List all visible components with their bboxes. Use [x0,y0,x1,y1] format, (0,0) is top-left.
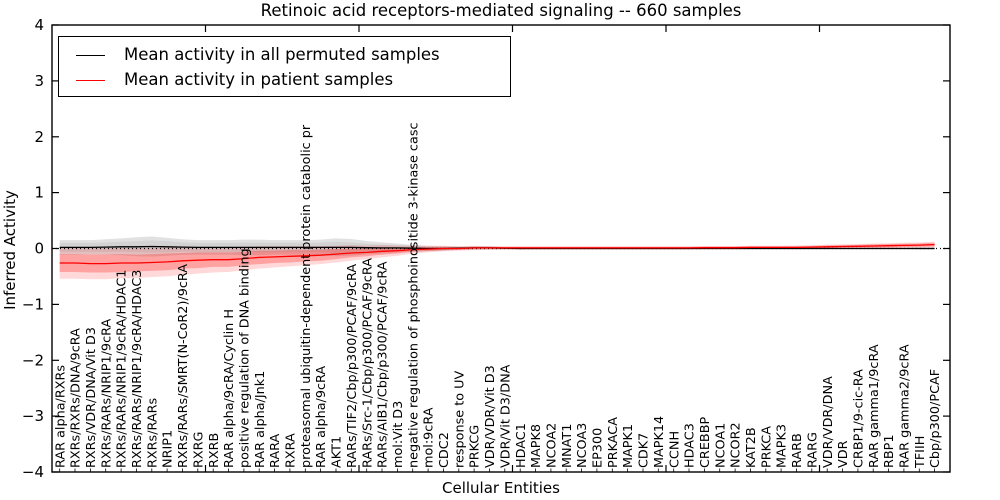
x-tick-label: RAR alpha/Jnk1 [253,371,268,468]
x-tick-label: RXRG [191,432,206,468]
x-tick-label: MAPK1 [621,424,636,468]
x-tick-label: positive regulation of DNA binding [238,248,253,468]
x-tick-label: NRIP1 [161,430,176,468]
legend-item-patient: Mean activity in patient samples [76,68,510,93]
x-tick-label: VDR [836,440,851,468]
x-tick-label: EP300 [591,428,606,468]
y-tick-label: 2 [34,128,44,146]
x-tick-label: RAR gamma2/9cRA [898,344,913,468]
series-patient-line [59,243,935,265]
x-axis-label: Cellular Entities [442,479,560,497]
x-tick-label: RARs/AIB1/Cbp/p300/PCAF/9cRA [376,261,391,468]
x-tick-labels: RAR alpha/RXRs RXRs/RXRs/DNA/9cRA RXRs/VDR… [53,122,943,469]
y-tick-label: −2 [22,351,44,369]
x-tick-label: RBP1 [882,434,897,468]
x-tick-label: RARA [268,434,283,468]
x-tick-label: NCOR2 [729,422,744,468]
x-tick-label: PRKCG [468,425,483,468]
y-tick-label: −3 [22,407,44,425]
x-tick-label: PRKCA [759,426,774,468]
x-tick-label: RXRs/RARs/NRIP1/9cRA [99,319,114,468]
x-tick-label: RXRs/RARs [145,397,160,468]
x-tick-label: AKT1 [330,436,345,468]
x-tick-label: RARs/TIF2/Cbp/p300/PCAF/9cRA [345,264,360,468]
x-tick-label: CDK7 [637,433,652,468]
x-tick-label: VDR/VDR/Vit D3 [483,365,498,468]
legend-item-permuted: Mean activity in all permuted samples [76,43,510,68]
x-tick-label: MNAT1 [560,424,575,468]
x-tick-label: RARs/Src-1/Cbp/p300/PCAF/9cRA [360,258,375,468]
x-tick-label: RXRs/RARs/NRIP1/9cRA/HDAC3 [130,270,145,468]
legend-line-swatch-patient [76,79,105,82]
x-tick-label: Cbp/p300/PCAF [928,369,943,468]
x-tick-label: HDAC3 [683,423,698,468]
x-tick-label: CDC2 [437,432,452,468]
x-tick-label: mol:Vit D3 [391,401,406,468]
x-tick-label: MAPK3 [775,424,790,468]
x-tick-label: HDAC1 [514,423,529,468]
x-tick-label: VDR/VDR/DNA [821,376,836,468]
x-tick-label: RXRA [284,433,299,468]
x-tick-label: mol:9cRA [422,407,437,468]
legend-line-swatch-permuted [76,54,105,57]
x-tick-label: proteasomal ubiquitin-dependent protein … [299,124,314,468]
x-tick-label: RXRs/RARs/SMRT(N-CoR2)/9cRA [176,264,191,468]
x-tick-label: RXRs/VDR/DNA/Vit D3 [84,327,99,468]
series-permuted-band-inner [59,240,935,253]
x-tick-label: RAR alpha/RXRs [53,365,68,468]
x-tick-label: PRKACA [606,417,621,468]
x-tick-label: RARG [805,432,820,468]
x-tick-label: RXRs/RXRs/DNA/9cRA [69,328,84,468]
y-ticks: 4 3 2 1 0 −1 −2 −3 −4 [22,16,950,481]
x-tick-label: NCOA2 [545,423,560,468]
x-tick-label: CREBBP [698,417,713,468]
x-tick-label: response to UV [452,371,467,468]
series-permuted-band-outer [59,236,935,257]
y-tick-label: 3 [34,72,44,90]
x-tick-label: KAT2B [744,427,759,468]
x-ticks [59,25,935,472]
x-tick-label: negative regulation of phosphoinositide … [406,122,421,468]
series-patient-band-outer [59,241,935,280]
x-tick-label: RAR gamma1/9cRA [867,344,882,468]
y-tick-label: 0 [34,240,44,258]
x-tick-label: RAR alpha/9cRA [314,366,329,468]
x-tick-label: RARB [790,433,805,468]
x-tick-label: CCNH [667,431,682,468]
x-tick-label: CRBP1/9-cic-RA [852,369,867,468]
x-tick-label: RAR alpha/9cRA/Cyclin H [222,309,237,468]
legend-label-permuted: Mean activity in all permuted samples [124,45,440,65]
legend: Mean activity in all permuted samples Me… [58,36,511,97]
series-patient [59,243,935,265]
x-tick-label: RXRB [207,433,222,468]
legend-label-patient: Mean activity in patient samples [124,70,394,90]
x-tick-label: MAPK14 [652,416,667,468]
y-tick-label: 1 [34,184,44,202]
chart-title: Retinoic acid receptors-mediated signali… [260,1,742,20]
x-tick-label: NCOA1 [713,423,728,468]
y-tick-label: −1 [22,295,44,313]
x-tick-label: MAPK8 [529,424,544,468]
y-tick-label: 4 [34,16,44,34]
x-tick-label: RXRs/RARs/NRIP1/9cRA/HDAC1 [115,270,130,468]
x-tick-label: NCOA3 [575,423,590,468]
x-tick-label: TFIIH [913,436,928,469]
y-tick-label: −4 [22,463,44,481]
y-axis-label: Inferred Activity [1,190,19,310]
x-tick-label: VDR/Vit D3/DNA [498,364,513,468]
